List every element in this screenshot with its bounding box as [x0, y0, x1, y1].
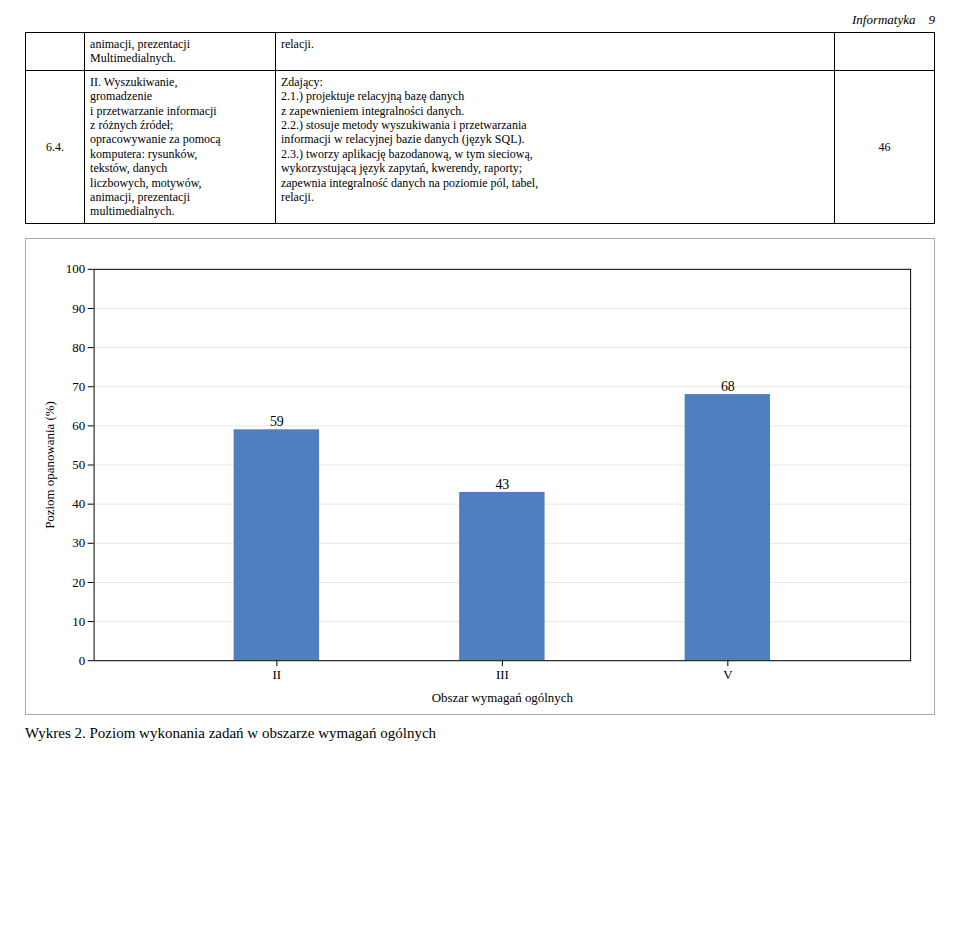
svg-text:100: 100 — [66, 261, 85, 276]
html-text:46: 46 — [878, 139, 891, 154]
svg-text:30: 30 — [72, 535, 85, 550]
svg-text:20: 20 — [72, 574, 85, 589]
svg-text:68: 68 — [721, 379, 735, 394]
svg-text:43: 43 — [495, 477, 509, 492]
svg-text:80: 80 — [72, 339, 85, 354]
svg-text:90: 90 — [72, 300, 85, 315]
html-text:Wykres 2. Poziom wykonania zad: Wykres 2. Poziom wykonania zadań w obsza… — [25, 724, 437, 741]
svg-text:40: 40 — [72, 496, 85, 511]
html-text:Informatyka 9: Informatyka 9 — [852, 12, 935, 27]
svg-text:0: 0 — [79, 653, 85, 668]
svg-text:50: 50 — [72, 457, 85, 472]
html-text:6.4.: 6.4. — [46, 139, 64, 154]
html-text:II. Wyszukiwanie, gromadzenie: II. Wyszukiwanie, gromadzenie i przetwar… — [90, 74, 221, 219]
svg-text:Poziom opanowania (%): Poziom opanowania (%) — [42, 401, 57, 529]
svg-text:70: 70 — [72, 379, 85, 394]
svg-text:10: 10 — [72, 613, 85, 628]
svg-text:60: 60 — [72, 418, 85, 433]
svg-text:III: III — [496, 667, 509, 682]
html-text:Zdający: 2.1.) projektuje rela: Zdający: 2.1.) projektuje relacyjną bazę… — [281, 74, 539, 204]
html-text:relacji.: relacji. — [281, 37, 314, 51]
svg-text:Obszar wymagań ogólnych: Obszar wymagań ogólnych — [432, 690, 574, 705]
html-text:animacji, prezentacji Multimed: animacji, prezentacji Multimedialnych. — [90, 37, 190, 66]
svg-text:V: V — [723, 667, 733, 682]
svg-text:II: II — [273, 667, 282, 682]
svg-text:59: 59 — [270, 414, 284, 429]
